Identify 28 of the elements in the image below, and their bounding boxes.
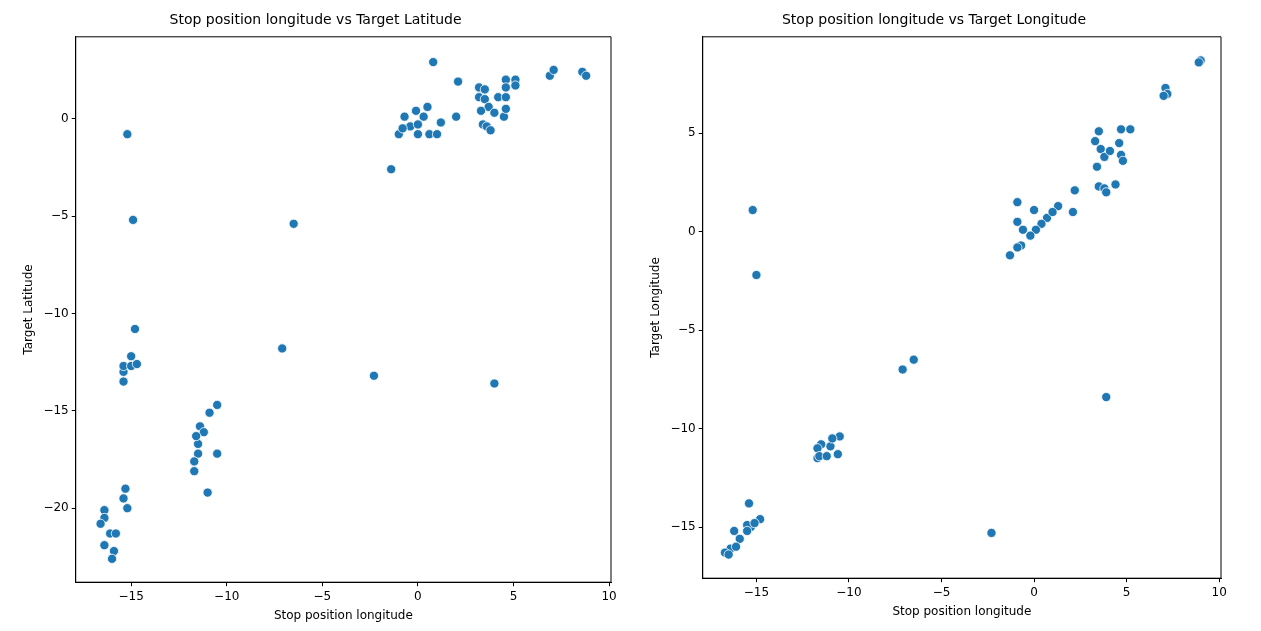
x-tick-label: 10 [1211, 584, 1227, 599]
x-tick-label: 0 [414, 588, 422, 603]
y-tick-label: 0 [61, 110, 69, 125]
chart-title: Stop position longitude vs Target Latitude [169, 11, 462, 28]
x-tick-label: 0 [1030, 584, 1038, 599]
x-axis-title: Stop position longitude [892, 603, 1032, 618]
x-tick-label: −10 [836, 584, 862, 599]
y-axis-title: Target Longitude [648, 257, 663, 359]
x-tick-label: 5 [509, 588, 518, 603]
x-axis-title: Stop position longitude [273, 607, 413, 622]
y-tick-label: −15 [670, 519, 696, 534]
x-tick-label: 10 [601, 588, 617, 603]
x-tick-label: −5 [932, 584, 951, 599]
y-tick-label: −15 [43, 402, 69, 417]
y-tick-label: 5 [688, 125, 696, 140]
y-tick-label: −10 [670, 420, 696, 435]
x-tick-label: −5 [313, 588, 332, 603]
x-tick-label: −10 [214, 588, 240, 603]
y-tick-label: −5 [51, 208, 69, 223]
x-tick-label: 5 [1122, 584, 1131, 599]
y-tick-label: 0 [688, 223, 696, 238]
y-tick-label: −20 [43, 500, 69, 515]
y-tick-label: −10 [43, 305, 69, 320]
x-tick-label: −15 [743, 584, 770, 599]
y-tick-label: −5 [678, 322, 696, 337]
y-axis-title: Target Latitude [21, 264, 36, 356]
chart-title: Stop position longitude vs Target Longitude [781, 11, 1087, 28]
x-tick-label: −15 [118, 588, 144, 603]
